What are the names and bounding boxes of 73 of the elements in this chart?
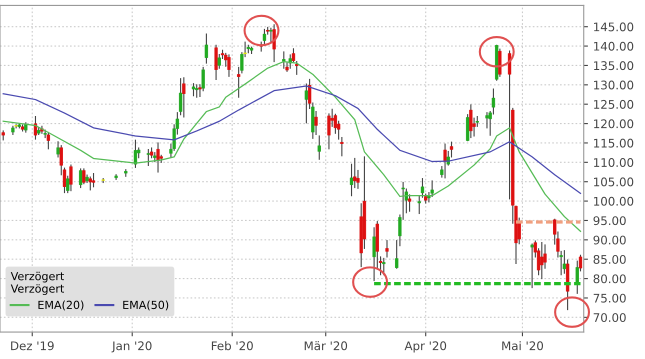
y-tick-label: 120.00 [594,119,634,128]
candlestick [485,112,489,128]
candlestick [124,169,128,177]
legend-label: EMA(50) [123,300,168,310]
candlestick [227,54,231,77]
candlestick [88,176,92,190]
x-tick-label: Feb '20 [212,341,253,350]
x-tick-label: Dez '19 [11,341,54,350]
candlestick [56,141,60,158]
annotation: Verzögert [10,284,64,295]
candlestick [340,136,344,156]
candlestick [304,84,308,124]
candlestick [443,144,447,178]
candlestick [562,250,566,274]
y-tick-label: 125.00 [594,100,634,109]
candlestick [82,168,86,184]
candlestick [78,168,82,188]
line-series [2,85,582,194]
candlestick [156,142,160,173]
candlestick [385,240,389,258]
candlestick [34,116,38,140]
candlestick [24,122,28,133]
y-tick-label: 70.00 [594,313,626,322]
x-tick-label: Apr '20 [404,341,446,353]
candlestick [92,173,96,188]
candlestick [204,34,208,64]
candlestick [530,244,534,288]
candlestick [134,140,138,168]
y-tick-label: 140.00 [594,42,634,51]
line-series [2,60,582,232]
candlestick [218,54,221,69]
candlestick [146,148,150,166]
y-tick-label: 95.00 [593,216,626,226]
y-tick-label: 75.00 [594,294,626,303]
y-tick-label: 135.00 [594,61,634,70]
candlestick [395,240,398,269]
y-tick-label: 110.00 [594,158,634,167]
x-tick-label: Mär '20 [304,341,348,350]
y-tick-label: 90.00 [593,236,626,244]
candlestick [450,142,454,158]
candlestick [498,48,502,77]
candlestick [295,61,298,75]
candlestick [262,28,266,44]
x-tick-label: Jan '20 [112,341,152,352]
candlestick [69,164,73,192]
x-tick-label: Mai '20 [502,341,544,350]
candlestick [214,44,218,80]
candlestick [282,51,286,69]
candlestick [269,28,273,43]
candlestick [540,242,544,280]
y-tick-label: 80.00 [594,274,626,284]
candlestick [272,24,276,62]
candlestick [236,66,240,98]
y-tick-label: 115.00 [594,138,634,148]
legend-label: EMA(20) [38,300,84,310]
candlestick [314,111,318,135]
candlestick [318,135,321,160]
candlestick [195,84,198,98]
legend-title: Verzögert [10,272,64,282]
candlestick [469,104,473,138]
candlestick [46,132,50,150]
candlestick [192,83,196,96]
candlestick [382,258,386,276]
y-tick-label: 100.00 [594,196,634,206]
candlestick [418,196,421,214]
candlestick [2,130,5,140]
candlestick [178,78,182,116]
y-tick-label: 85.00 [594,254,626,264]
y-tick-label: 105.00 [594,177,634,186]
candlestick [420,178,424,198]
y-tick-label: 145.00 [594,22,634,32]
y-tick-label: 130.00 [594,80,634,90]
candlestick [182,77,186,118]
